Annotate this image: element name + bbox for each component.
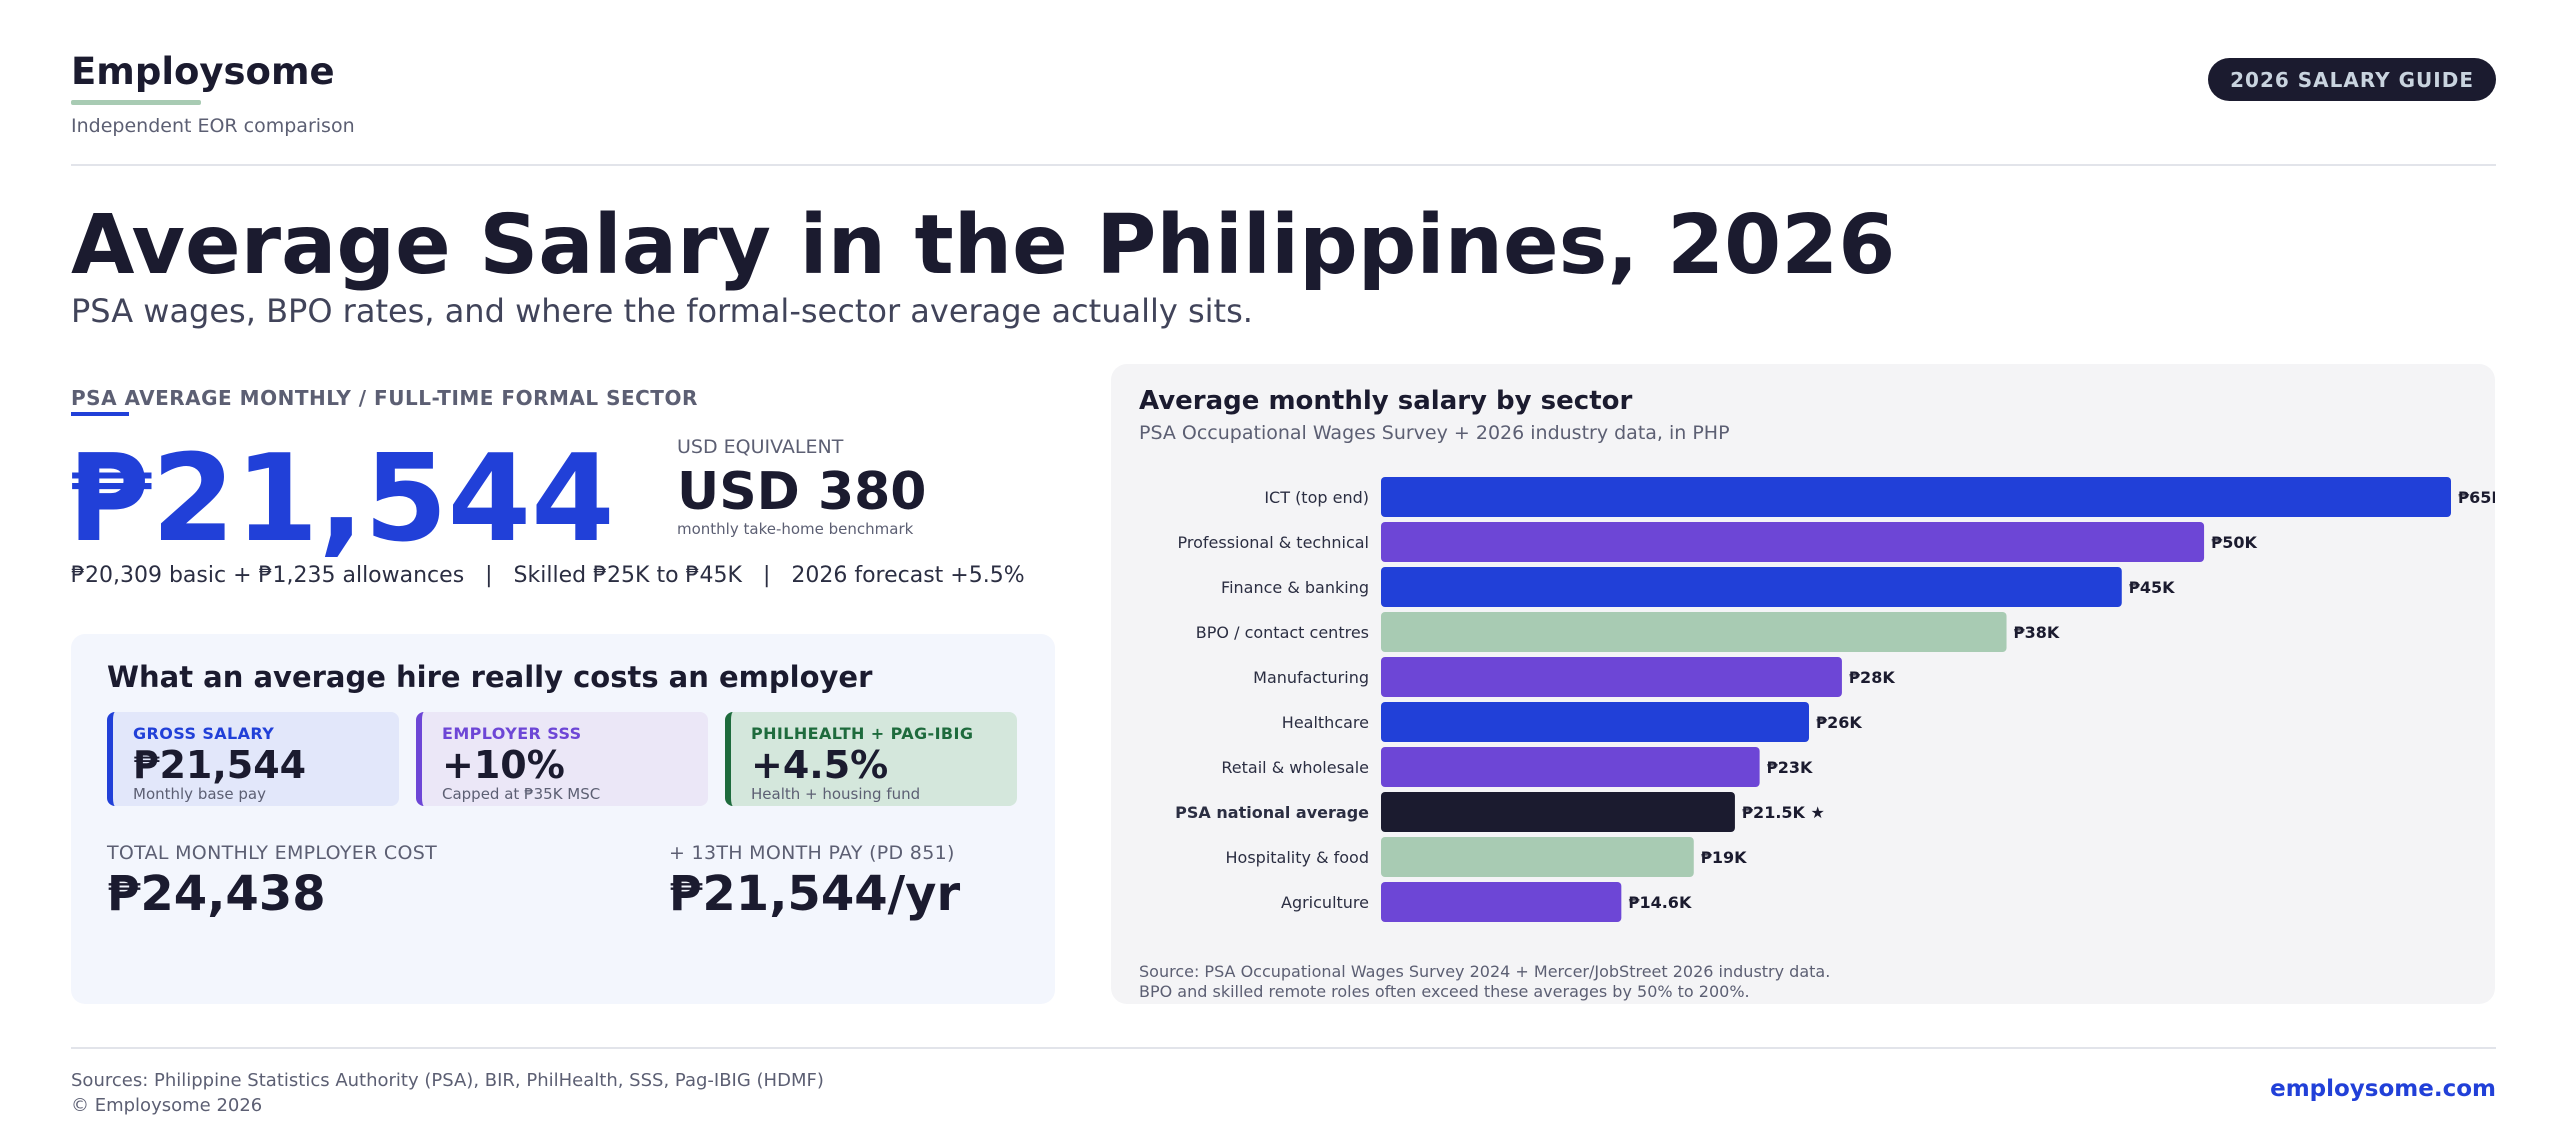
tile-note: Capped at ₱35K MSC (442, 784, 601, 803)
usd-equivalent-note: monthly take-home benchmark (677, 520, 914, 538)
header-divider (71, 164, 2496, 166)
brand-underline (71, 100, 201, 105)
category-label: BPO / contact centres (1196, 623, 1369, 642)
bar-value-label: ₱19K (1701, 848, 1747, 867)
employer-cost-title: What an average hire really costs an emp… (107, 660, 873, 694)
category-label: Healthcare (1282, 713, 1369, 732)
tile-value: +4.5% (751, 743, 889, 787)
usd-equivalent-value: USD 380 (677, 462, 927, 522)
bar-value-label: ₱14.6K (1628, 893, 1692, 912)
bar-value-label: ₱28K (1849, 668, 1895, 687)
sector-bar-chart: ICT (top end) ₱65K Professional & technica… (1175, 477, 2495, 922)
bar-retail-wholesale (1381, 747, 1760, 787)
tile-value: +10% (442, 743, 565, 787)
bar-value-label: ₱26K (1816, 713, 1862, 732)
category-label: ICT (top end) (1264, 488, 1369, 507)
bar-value-label: ₱65K (2458, 488, 2495, 507)
tile-label: EMPLOYER SSS (442, 724, 582, 743)
bar-professional-technical (1381, 522, 2205, 562)
brand-name: Employsome (71, 50, 335, 93)
bar-agriculture (1381, 882, 1622, 922)
bar-manufacturing (1381, 657, 1842, 697)
kicker-underline (71, 412, 129, 416)
average-salary-amount: ₱21,544 (68, 430, 615, 569)
category-label: Retail & wholesale (1221, 758, 1369, 777)
summary-kicker: PSA AVERAGE MONTHLY / FULL-TIME FORMAL S… (71, 386, 698, 410)
footer-sources: Sources: Philippine Statistics Authority… (71, 1070, 824, 1091)
chart-subtitle: PSA Occupational Wages Survey + 2026 ind… (1139, 422, 1730, 444)
brand-tagline: Independent EOR comparison (71, 115, 355, 137)
bar-value-label: ₱21.5K ★ (1742, 803, 1825, 822)
employer-cost-card: What an average hire really costs an emp… (71, 634, 1055, 1004)
philhealth-pagibig-tile: PHILHEALTH + PAG-IBIG +4.5% Health + hou… (725, 712, 1017, 806)
bar-hospitality-food (1381, 837, 1694, 877)
category-label: Professional & technical (1178, 533, 1370, 552)
footer-copyright: © Employsome 2026 (71, 1095, 263, 1116)
category-label: Agriculture (1281, 893, 1369, 912)
chart-source-line-2: BPO and skilled remote roles often excee… (1139, 982, 1750, 1001)
gross-salary-tile: GROSS SALARY ₱21,544 Monthly base pay (107, 712, 399, 806)
bar-value-label: ₱23K (1767, 758, 1813, 777)
chart-title: Average monthly salary by sector (1139, 386, 1633, 416)
thirteenth-month-value: ₱21,544/yr (669, 866, 961, 922)
bar-value-label: ₱38K (2014, 623, 2060, 642)
category-label: PSA national average (1175, 803, 1369, 822)
category-label: Manufacturing (1253, 668, 1369, 687)
page-title: Average Salary in the Philippines, 2026 (71, 198, 1896, 293)
page-subtitle: PSA wages, BPO rates, and where the form… (71, 292, 1253, 330)
bar-value-label: ₱50K (2211, 533, 2257, 552)
salary-breakdown: ₱20,309 basic + ₱1,235 allowances | Skil… (71, 563, 1025, 588)
employsome-link[interactable]: employsome.com (2270, 1076, 2496, 1102)
total-cost-label: TOTAL MONTHLY EMPLOYER COST (107, 842, 437, 864)
bar-finance-banking (1381, 567, 2122, 607)
salary-guide-badge: 2026 SALARY GUIDE (2208, 58, 2496, 101)
thirteenth-month-label: + 13TH MONTH PAY (PD 851) (669, 842, 955, 864)
tile-note: Health + housing fund (751, 784, 921, 803)
tile-value: ₱21,544 (133, 743, 307, 787)
tile-label: PHILHEALTH + PAG-IBIG (751, 724, 974, 743)
category-label: Hospitality & food (1226, 848, 1369, 867)
footer-divider (71, 1047, 2496, 1049)
employer-sss-tile: EMPLOYER SSS +10% Capped at ₱35K MSC (416, 712, 708, 806)
brand-block: Employsome Independent EOR comparison (71, 50, 355, 137)
tile-label: GROSS SALARY (133, 724, 275, 743)
total-cost-value: ₱24,438 (107, 866, 326, 922)
category-label: Finance & banking (1221, 578, 1369, 597)
usd-equivalent-label: USD EQUIVALENT (677, 436, 844, 458)
bar-psa-national-average (1381, 792, 1735, 832)
tile-note: Monthly base pay (133, 784, 266, 803)
bar-bpo-contact-centres (1381, 612, 2007, 652)
bar-ict-top-end (1381, 477, 2451, 517)
bar-value-label: ₱45K (2129, 578, 2175, 597)
bar-healthcare (1381, 702, 1809, 742)
chart-source-line-1: Source: PSA Occupational Wages Survey 20… (1139, 962, 1831, 981)
sector-chart-card: ICT (top end) ₱65K Professional & technica… (1111, 364, 2495, 1004)
